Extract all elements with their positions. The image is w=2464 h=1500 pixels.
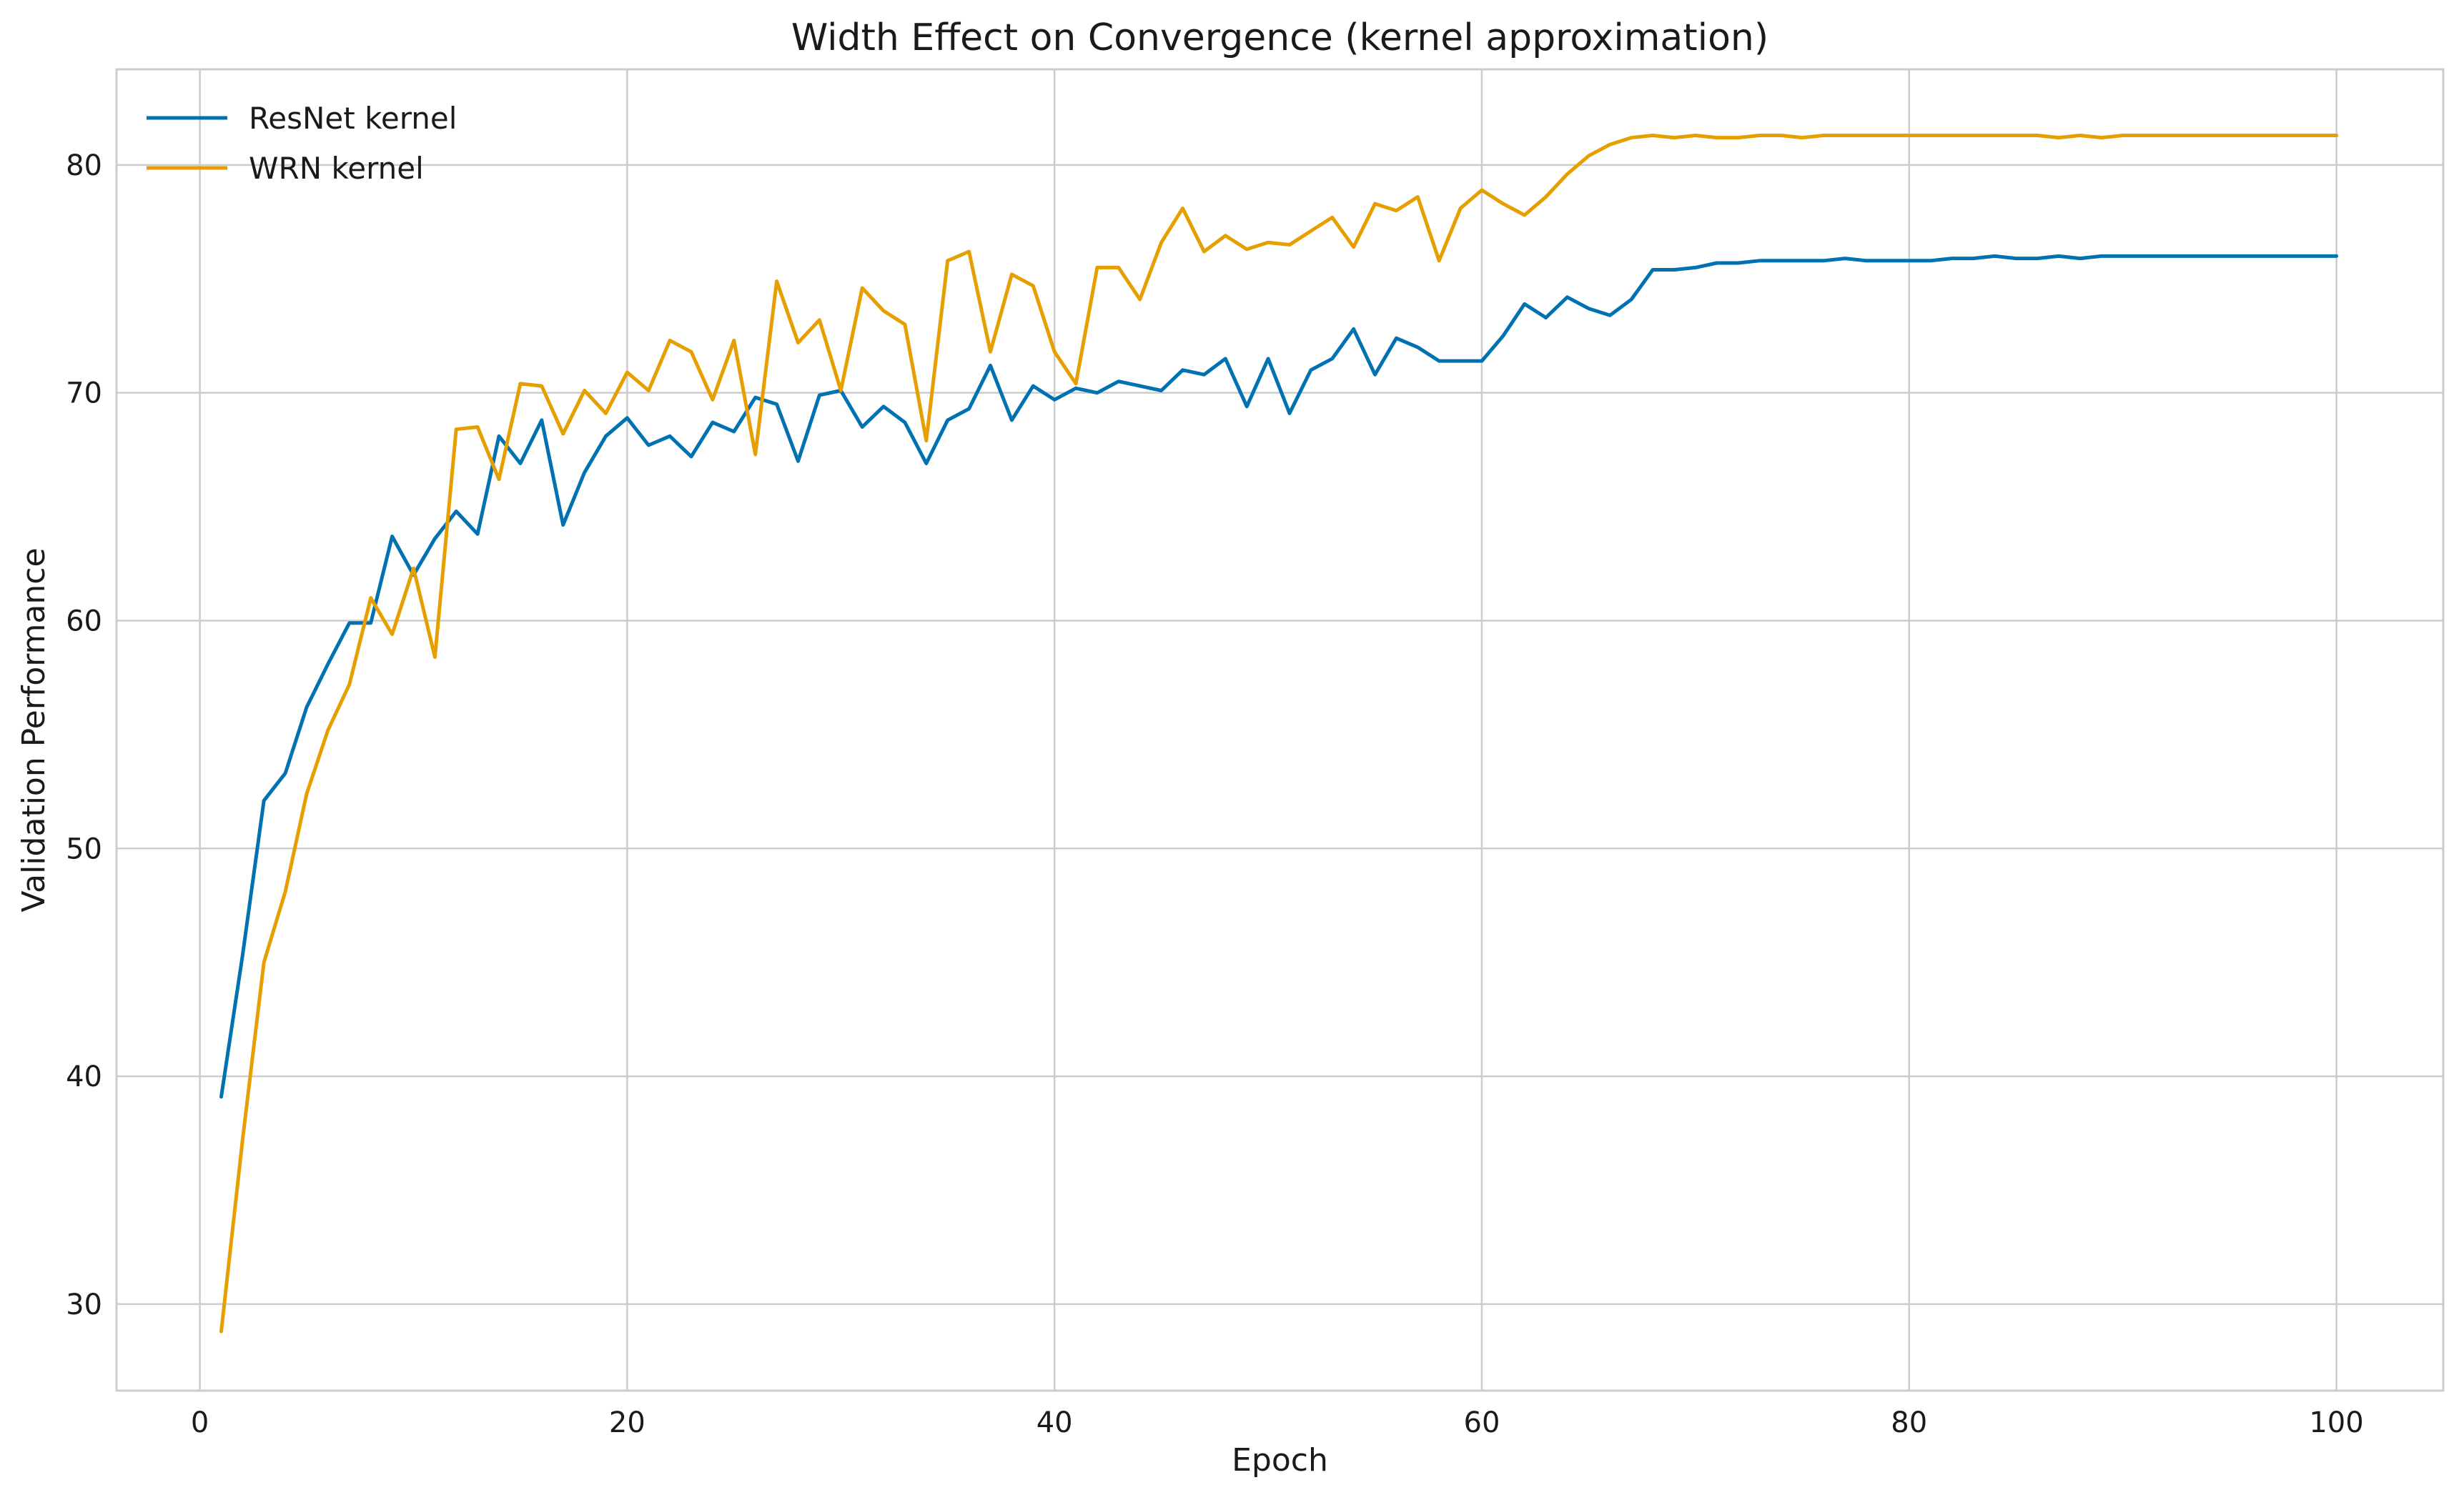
x-tick-label: 80 [1891,1406,1927,1439]
series-line-1 [219,254,2339,1099]
x-tick-label: 100 [2309,1406,2363,1439]
x-tick-label: 60 [1464,1406,1500,1439]
legend-label-2: WRN kernel [249,151,424,186]
y-tick-label: 30 [66,1288,102,1321]
y-axis-label: Validation Performance [16,547,52,912]
x-tick-label: 20 [609,1406,645,1439]
legend-label-1: ResNet kernel [249,101,457,136]
legend: ResNet kernel WRN kernel [147,101,457,186]
y-tick-label: 50 [66,833,102,865]
x-tick-label: 0 [191,1406,209,1439]
chart-title: Width Effect on Convergence (kernel appr… [791,16,1768,59]
series-lines [219,134,2339,1333]
y-tick-label: 70 [66,377,102,410]
x-tick-label: 40 [1036,1406,1073,1439]
y-tick-label: 40 [66,1061,102,1093]
plot-area-frame [115,68,2445,1392]
y-tick-label: 80 [66,149,102,182]
tick-labels: 0 20 40 60 80 100 30 40 50 60 70 80 [66,149,2364,1439]
y-tick-label: 60 [66,605,102,637]
series-line-2 [219,134,2339,1333]
grid-lines [117,69,2443,1391]
x-axis-label: Epoch [1232,1442,1328,1479]
